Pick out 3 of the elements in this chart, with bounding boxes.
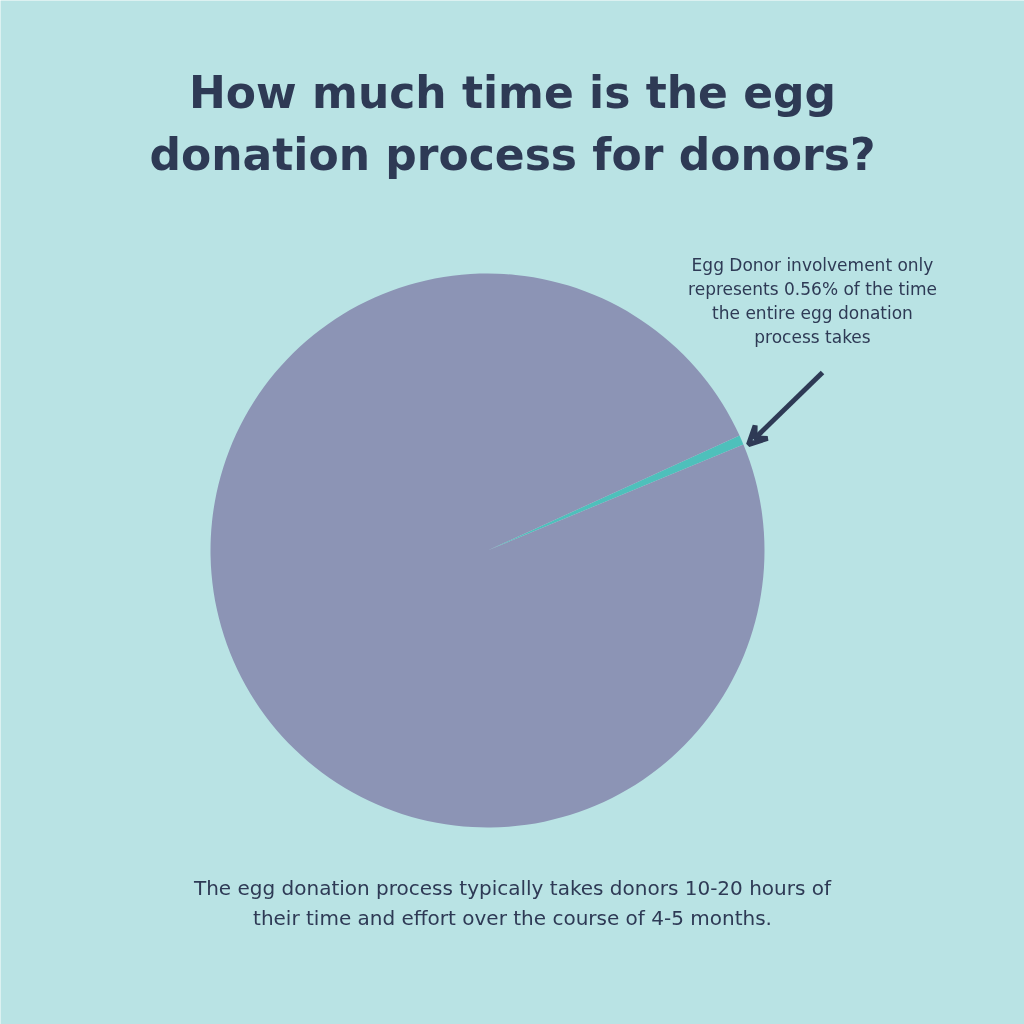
- text: The egg donation process typically takes donors 10-20 hours of their time and effort over the course of 4-5 months.: [192, 875, 832, 930]
- text: Egg Donor involvement only represents 0.56% of the time the entire egg donation process takes: [688, 254, 937, 347]
- chart-title: How much time is the egg donation process for donors?: [149, 67, 876, 180]
